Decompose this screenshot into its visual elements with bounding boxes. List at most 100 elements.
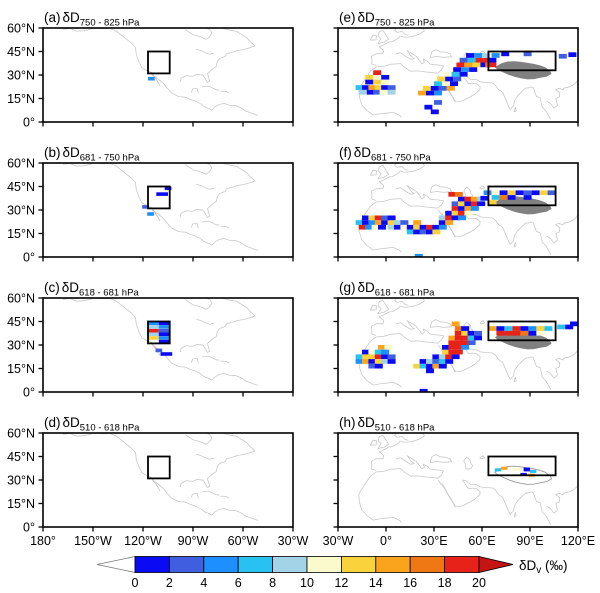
coastline	[479, 320, 485, 325]
data-cell	[470, 206, 479, 211]
data-cell	[430, 109, 439, 115]
coastline	[462, 209, 552, 255]
data-cell	[373, 79, 382, 85]
data-cell	[448, 192, 457, 197]
data-cell	[422, 86, 431, 91]
data-cell	[491, 195, 500, 200]
data-cell	[160, 352, 173, 356]
coastline	[370, 176, 393, 201]
data-cell	[458, 201, 466, 207]
data-cell	[520, 330, 529, 336]
coastline	[369, 304, 377, 311]
tibetan-plateau	[494, 465, 553, 485]
data-cell	[384, 345, 393, 350]
data-cell	[362, 215, 370, 221]
y-tick-label: 30°N	[7, 473, 35, 487]
data-cell	[387, 359, 396, 364]
data-cell	[450, 81, 458, 86]
data-cell	[381, 349, 390, 355]
coastline	[513, 106, 517, 113]
coastline	[185, 433, 213, 445]
y-tick-label: 60°N	[7, 156, 35, 170]
data-cell	[488, 199, 497, 205]
coastline	[201, 490, 220, 496]
data-cell	[419, 388, 428, 392]
data-cell	[365, 79, 374, 85]
data-cell	[461, 67, 470, 72]
data-cell	[528, 326, 537, 331]
data-cell	[413, 363, 422, 369]
coastline	[92, 433, 213, 516]
data-cell	[438, 363, 447, 369]
data-cell	[477, 201, 486, 207]
x-tick-label: 30°W	[323, 534, 354, 548]
panel-a: 60°N 45°N 30°N 15°N 0° (a) δD750 - 825 hPa	[7, 10, 294, 129]
coastline	[190, 493, 199, 499]
data-cell	[494, 468, 502, 472]
coastline	[441, 74, 481, 103]
data-cell	[464, 196, 473, 202]
coastline	[441, 209, 481, 238]
data-cell	[148, 76, 155, 81]
coastline	[513, 376, 517, 383]
colorbar-segment	[340, 556, 377, 573]
coastline	[358, 475, 402, 523]
colorbar-segment	[134, 556, 170, 573]
data-cell	[474, 53, 482, 58]
coastline	[462, 74, 552, 120]
data-cell	[432, 363, 441, 369]
data-cell	[430, 86, 439, 91]
data-cell	[387, 224, 396, 230]
data-cell	[544, 326, 553, 331]
data-cell	[454, 330, 463, 336]
data-cell	[147, 212, 154, 216]
data-cell	[458, 215, 466, 221]
panel-g: (g) δD618 - 681 hPa	[333, 280, 579, 397]
data-cell	[355, 85, 364, 90]
coastline	[513, 511, 517, 518]
coastline	[370, 466, 444, 479]
map-background	[43, 433, 293, 527]
x-tick-label: 150°W	[74, 534, 112, 548]
data-cell	[491, 53, 500, 58]
y-tick-label: 60°N	[7, 426, 35, 440]
coastline	[395, 455, 429, 470]
y-tick-label: 0°	[23, 115, 35, 129]
x-tick-label: 120°E	[561, 534, 595, 548]
panel-variable: δD	[358, 10, 376, 25]
data-cell	[373, 75, 382, 80]
coastline	[92, 28, 213, 111]
coastline	[370, 311, 393, 336]
panel-title: (e) δD750 - 825 hPa	[339, 10, 435, 29]
data-cell	[470, 201, 479, 207]
data-cell	[394, 224, 402, 230]
coastline	[377, 434, 389, 450]
data-cell	[570, 321, 578, 327]
data-cell	[501, 51, 510, 57]
data-cell	[464, 210, 473, 216]
coastline	[370, 331, 444, 344]
data-cell	[148, 328, 159, 333]
data-cell	[362, 354, 370, 360]
data-cell	[523, 195, 532, 200]
data-cell	[464, 62, 473, 68]
study-region-box	[147, 50, 171, 75]
coastline	[211, 373, 259, 386]
coastline	[394, 165, 409, 171]
coastline	[196, 183, 214, 190]
data-cell	[458, 206, 466, 211]
data-cell	[374, 349, 383, 355]
data-cell	[467, 335, 476, 341]
y-tick-label: 45°N	[7, 180, 35, 194]
data-cell	[426, 359, 434, 364]
data-cell	[470, 196, 479, 202]
y-tick-label: 60°N	[7, 291, 35, 305]
data-cell	[461, 340, 470, 345]
coastline	[377, 164, 389, 180]
data-cell	[558, 53, 567, 59]
panel-title: (c) δD618 - 681 hPa	[44, 280, 139, 299]
data-cell	[148, 325, 159, 329]
data-cell	[400, 220, 409, 225]
data-cell	[387, 354, 396, 360]
panel-level-subscript: 681 - 750 hPa	[80, 153, 140, 164]
